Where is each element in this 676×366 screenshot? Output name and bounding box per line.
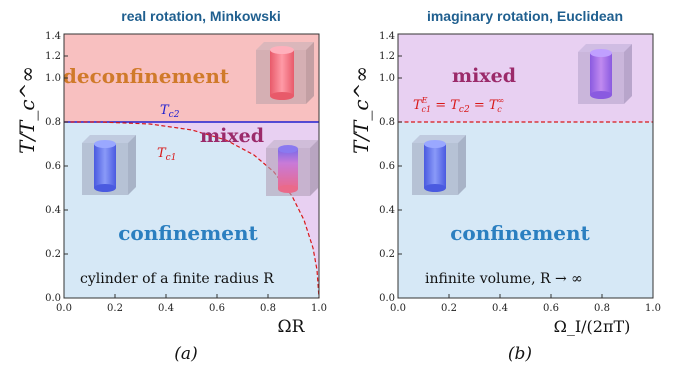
mixed-label-b: mixed xyxy=(452,65,516,87)
y-tick: 1.2 xyxy=(379,51,395,62)
y-tick: 0.8 xyxy=(45,117,61,128)
panel-a-caption: (a) xyxy=(174,344,197,364)
x-tick: 0.4 xyxy=(158,303,174,314)
cylinder-confined-icon xyxy=(82,135,136,195)
mixed-label: mixed xyxy=(200,125,264,147)
y-tick: 0.4 xyxy=(45,205,61,216)
x-tick: 0.6 xyxy=(209,303,225,314)
x-tick: 0.6 xyxy=(543,303,559,314)
y-tick: 0.0 xyxy=(45,293,61,304)
x-tick: 0.2 xyxy=(441,303,457,314)
panel-a-title: real rotation, Minkowski xyxy=(121,8,280,24)
confinement-label-b: confinement xyxy=(450,221,590,245)
x-tick: 0.0 xyxy=(56,303,72,314)
tc1-curve xyxy=(64,121,320,299)
panel-b-caption: (b) xyxy=(508,344,532,364)
x-tick: 1.0 xyxy=(311,303,327,314)
y-tick: 0.6 xyxy=(45,161,61,172)
y-tick: 1.4 xyxy=(379,31,395,42)
y-tick: 1.4 xyxy=(45,31,61,42)
y-tick: 1.0 xyxy=(45,73,61,84)
y-tick: 0.2 xyxy=(45,249,61,260)
panel-b-xlabel: Ω_I/(2πT) xyxy=(554,317,631,336)
tc-equal-label: TE c1 = Tc2 = T∞ c xyxy=(413,96,504,115)
mixed-region xyxy=(64,122,319,298)
x-tick: 0.4 xyxy=(492,303,508,314)
x-tick: 1.0 xyxy=(645,303,661,314)
cylinder-imaginary-lower-icon xyxy=(412,135,466,195)
deconfinement-label: deconfinement xyxy=(63,64,230,88)
cylinder-imaginary-upper-icon xyxy=(578,44,632,104)
panel-b-note: infinite volume, R → ∞ xyxy=(425,271,583,287)
x-tick: 0.8 xyxy=(594,303,610,314)
panel-a: real rotation, Minkowski deconfinement m… xyxy=(15,8,327,364)
y-tick: 0.6 xyxy=(379,161,395,172)
panel-b-ylabel: T/T_c^∞ xyxy=(349,66,373,154)
y-tick: 0.8 xyxy=(379,117,395,128)
x-tick: 0.2 xyxy=(107,303,123,314)
cylinder-mixed-icon xyxy=(266,140,318,196)
y-tick: 0.2 xyxy=(379,249,395,260)
panel-a-note: cylinder of a finite radius R xyxy=(80,271,274,287)
panel-b: imaginary rotation, Euclidean mixed conf… xyxy=(349,8,661,364)
panel-b-title: imaginary rotation, Euclidean xyxy=(427,8,623,24)
y-tick: 1.0 xyxy=(379,73,395,84)
y-tick: 1.2 xyxy=(45,51,61,62)
y-tick: 0.4 xyxy=(379,205,395,216)
x-tick: 0.0 xyxy=(390,303,406,314)
panel-a-xlabel: ΩR xyxy=(278,317,306,337)
y-tick: 0.0 xyxy=(379,293,395,304)
panel-a-ylabel: T/T_c^∞ xyxy=(15,66,39,154)
cylinder-deconfined-icon xyxy=(256,42,314,104)
confinement-label: confinement xyxy=(118,221,258,245)
x-tick: 0.8 xyxy=(260,303,276,314)
